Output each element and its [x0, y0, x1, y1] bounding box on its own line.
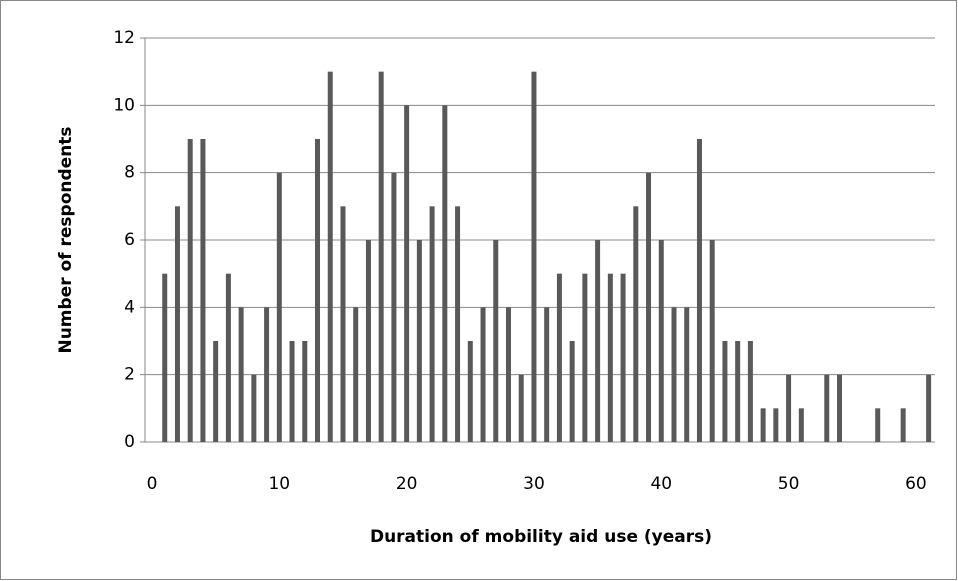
bar — [544, 307, 550, 442]
bar — [607, 273, 613, 442]
bar — [569, 341, 575, 442]
bar — [531, 71, 537, 443]
bar — [404, 105, 410, 442]
bar — [493, 240, 499, 442]
bar — [722, 341, 728, 442]
bar — [671, 307, 677, 442]
y-tick-label: 12 — [113, 28, 135, 48]
y-tick-label: 8 — [124, 163, 135, 183]
bar — [696, 139, 702, 442]
bar — [455, 206, 461, 442]
bar — [633, 206, 639, 442]
y-tick-label: 4 — [124, 297, 135, 317]
bar — [556, 273, 562, 442]
bar — [200, 139, 206, 442]
bar — [213, 341, 219, 442]
y-tick-label: 10 — [113, 95, 135, 115]
y-tick-label: 6 — [124, 230, 135, 250]
x-tick-label: 40 — [650, 474, 672, 494]
bar — [391, 172, 397, 442]
bar — [747, 341, 753, 442]
y-axis-label: Number of respondents — [56, 126, 76, 353]
bar — [505, 307, 511, 442]
bar — [315, 139, 321, 442]
x-tick-label: 0 — [147, 474, 158, 494]
bar — [378, 71, 384, 443]
bar — [353, 307, 359, 442]
bar — [595, 240, 601, 442]
bar — [327, 71, 333, 443]
bar — [251, 374, 257, 442]
bar — [900, 408, 906, 442]
bar — [837, 374, 843, 442]
bar — [416, 240, 422, 442]
x-tick-label: 20 — [396, 474, 418, 494]
bar — [658, 240, 664, 442]
bar — [709, 240, 715, 442]
bar — [238, 307, 244, 442]
x-tick-label: 60 — [905, 474, 927, 494]
bar — [480, 307, 486, 442]
bar — [926, 374, 932, 442]
bar — [684, 307, 690, 442]
bar — [264, 307, 270, 442]
bar — [187, 139, 193, 442]
x-axis-label: Duration of mobility aid use (years) — [370, 527, 712, 547]
bar — [760, 408, 766, 442]
bar — [365, 240, 371, 442]
bar — [225, 273, 231, 442]
bar — [340, 206, 346, 442]
x-tick-label: 10 — [268, 474, 290, 494]
x-tick-label: 50 — [778, 474, 800, 494]
bar — [798, 408, 804, 442]
bar — [646, 172, 652, 442]
bar — [582, 273, 588, 442]
bar — [174, 206, 180, 442]
y-tick-label: 0 — [124, 432, 135, 452]
bar — [302, 341, 308, 442]
bar — [786, 374, 792, 442]
bar — [276, 172, 282, 442]
bar — [289, 341, 295, 442]
bar — [824, 374, 830, 442]
bar — [467, 341, 473, 442]
bar — [620, 273, 626, 442]
bar — [735, 341, 741, 442]
x-tick-label: 30 — [523, 474, 545, 494]
bar — [518, 374, 524, 442]
bar — [442, 105, 448, 442]
bar — [429, 206, 435, 442]
y-tick-label: 2 — [124, 365, 135, 385]
bar — [875, 408, 881, 442]
bar — [773, 408, 779, 442]
bar — [162, 273, 168, 442]
